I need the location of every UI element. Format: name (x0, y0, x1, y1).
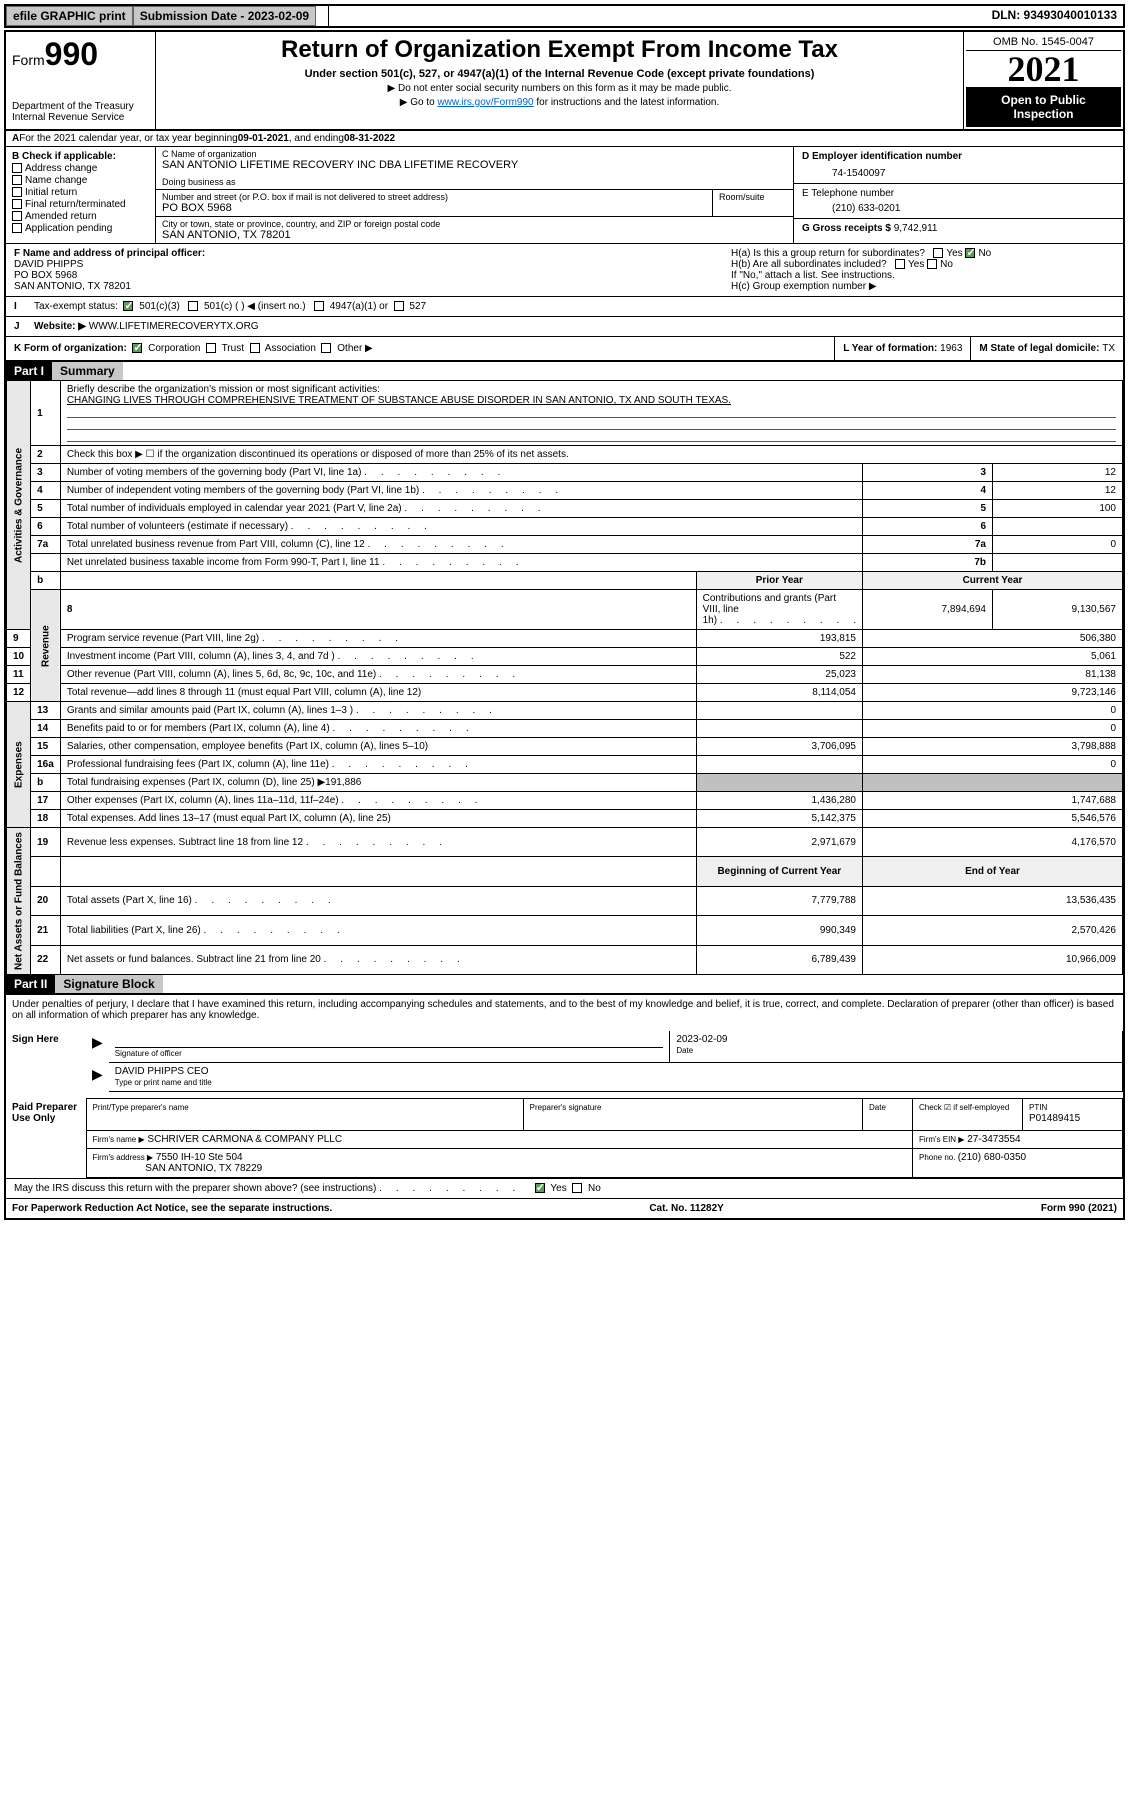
vlabel-expenses: Expenses (7, 702, 31, 828)
sign-here-table: Sign Here ▶ Signature of officer 2023-02… (6, 1031, 1123, 1092)
tax-year: 2021 (966, 51, 1121, 87)
e-phone-label: E Telephone number (802, 188, 894, 199)
open-public: Open to Public Inspection (966, 87, 1121, 127)
website-link[interactable]: WWW.LIFETIMERECOVERYTX.ORG (89, 321, 259, 332)
hc-exemption: H(c) Group exemption number ▶ (731, 281, 1115, 292)
phone-value: (210) 633-0201 (802, 203, 1115, 214)
irs-link[interactable]: www.irs.gov/Form990 (437, 97, 533, 108)
vlabel-revenue: Revenue (31, 590, 61, 702)
m-state-domicile: M State of legal domicile: TX (970, 337, 1123, 360)
mission-text: CHANGING LIVES THROUGH COMPREHENSIVE TRE… (67, 395, 731, 406)
page-footer: For Paperwork Reduction Act Notice, see … (6, 1198, 1123, 1218)
chk-name-change[interactable]: Name change (12, 175, 149, 186)
vlabel-activities: Activities & Governance (7, 381, 31, 630)
ein-value: 74-1540097 (802, 168, 1115, 179)
chk-app-pending[interactable]: Application pending (12, 223, 149, 234)
org-name: SAN ANTONIO LIFETIME RECOVERY INC DBA LI… (162, 159, 787, 171)
form-goto: ▶ Go to www.irs.gov/Form990 for instruct… (162, 97, 957, 108)
k-form-org: K Form of organization: Corporation Trus… (6, 337, 834, 360)
submission-date: Submission Date - 2023-02-09 (133, 6, 316, 26)
top-toolbar: efile GRAPHIC print Submission Date - 20… (4, 4, 1125, 28)
hb-note: If "No," attach a list. See instructions… (731, 270, 1115, 281)
room-label: Room/suite (719, 192, 787, 202)
spacer (316, 6, 329, 26)
org-city: SAN ANTONIO, TX 78201 (162, 229, 440, 241)
chk-amended-return[interactable]: Amended return (12, 211, 149, 222)
c-name-label: C Name of organization (162, 149, 787, 159)
perjury-text: Under penalties of perjury, I declare th… (6, 993, 1123, 1025)
dln: DLN: 93493040010133 (986, 6, 1123, 26)
l-year-formation: L Year of formation: 1963 (834, 337, 970, 360)
row-a-taxyear: A For the 2021 calendar year, or tax yea… (6, 131, 1123, 147)
chk-address-change[interactable]: Address change (12, 163, 149, 174)
website-row: Website: ▶ WWW.LIFETIMERECOVERYTX.ORG (26, 317, 1123, 336)
form-number: Form990 (12, 36, 149, 73)
ha-group-return: H(a) Is this a group return for subordin… (731, 248, 1115, 259)
chk-initial-return[interactable]: Initial return (12, 187, 149, 198)
city-label: City or town, state or province, country… (162, 219, 440, 229)
addr-label: Number and street (or P.O. box if mail i… (162, 192, 706, 202)
irs-label: Internal Revenue Service (12, 112, 149, 123)
officer-addr2: SAN ANTONIO, TX 78201 (14, 281, 131, 292)
chk-final-return[interactable]: Final return/terminated (12, 199, 149, 210)
org-address: PO BOX 5968 (162, 202, 706, 214)
summary-table: Activities & Governance 1 Briefly descri… (6, 380, 1123, 975)
tax-exempt-status: Tax-exempt status: 501(c)(3) 501(c) ( ) … (26, 297, 1123, 316)
dba-label: Doing business as (162, 177, 787, 187)
col-b-checkboxes: B Check if applicable: Address change Na… (6, 147, 156, 243)
vlabel-netassets: Net Assets or Fund Balances (7, 828, 31, 975)
f-label: F Name and address of principal officer: (14, 248, 205, 259)
paid-preparer-table: Paid Preparer Use Only Print/Type prepar… (6, 1098, 1123, 1178)
dept-treasury: Department of the Treasury (12, 101, 149, 112)
officer-printed: DAVID PHIPPS CEO (115, 1066, 1116, 1077)
gross-receipts: 9,742,911 (894, 223, 938, 234)
part2-header: Part IISignature Block (6, 975, 1123, 993)
officer-name: DAVID PHIPPS (14, 259, 83, 270)
d-ein-label: D Employer identification number (802, 151, 962, 162)
officer-addr1: PO BOX 5968 (14, 270, 77, 281)
efile-print-btn[interactable]: efile GRAPHIC print (6, 6, 133, 26)
hb-subordinates: H(b) Are all subordinates included? Yes … (731, 259, 1115, 270)
discuss-row: May the IRS discuss this return with the… (6, 1178, 1123, 1198)
form-subtitle: Under section 501(c), 527, or 4947(a)(1)… (162, 68, 957, 80)
part1-header: Part ISummary (6, 362, 1123, 380)
form-title: Return of Organization Exempt From Incom… (162, 36, 957, 64)
form-warning: ▶ Do not enter social security numbers o… (162, 83, 957, 94)
g-gross-label: G Gross receipts $ (802, 223, 894, 234)
